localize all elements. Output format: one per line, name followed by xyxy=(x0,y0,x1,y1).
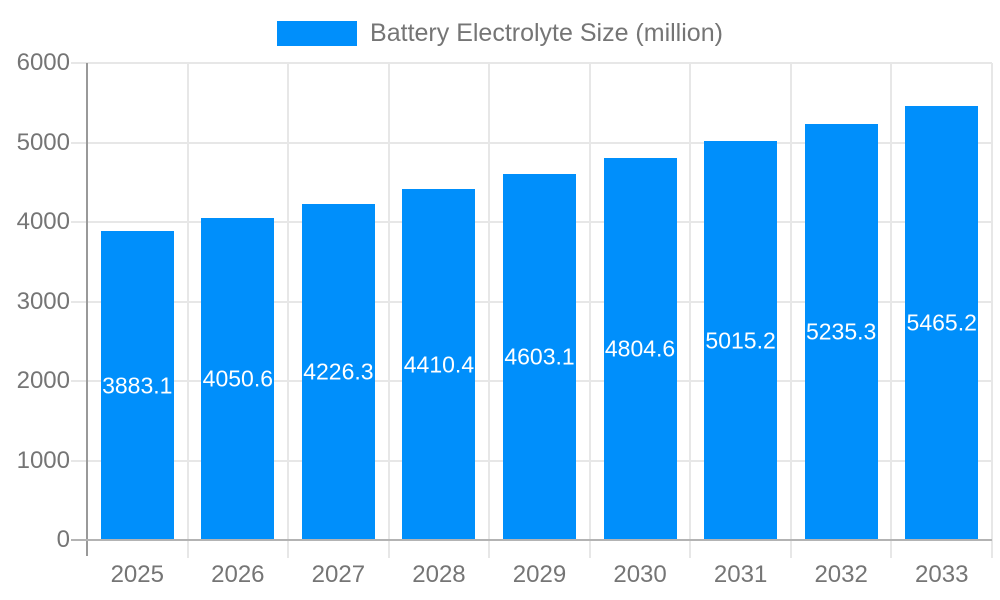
x-axis-tick-label: 2032 xyxy=(814,561,868,588)
x-gridline xyxy=(488,63,491,558)
bar-value-label: 5465.2 xyxy=(906,309,977,336)
y-gridline xyxy=(71,141,992,144)
bar[interactable] xyxy=(201,217,275,540)
chart-legend[interactable]: Battery Electrolyte Size (million) xyxy=(0,18,1000,48)
x-axis-tick-label: 2026 xyxy=(211,561,265,588)
bar[interactable] xyxy=(503,174,576,540)
x-gridline xyxy=(789,63,792,558)
bar[interactable] xyxy=(603,158,677,540)
x-axis-tick-label: 2028 xyxy=(412,561,466,588)
y-gridline xyxy=(71,62,992,64)
bar-value-label: 4603.1 xyxy=(504,343,575,370)
x-axis-line xyxy=(71,539,992,541)
bar-value-label: 4050.6 xyxy=(202,365,274,392)
bar[interactable] xyxy=(301,204,375,540)
x-axis-tick-label: 2030 xyxy=(613,561,667,588)
y-axis-tick-label: 0 xyxy=(56,526,70,553)
bar[interactable] xyxy=(704,141,778,540)
bar-value-label: 4226.3 xyxy=(303,358,374,385)
x-axis-tick-label: 2025 xyxy=(110,561,164,588)
bar[interactable] xyxy=(100,231,174,540)
x-axis-tick-label: 2027 xyxy=(311,561,366,588)
y-axis-tick-label: 5000 xyxy=(16,128,70,156)
y-axis-tick-label: 2000 xyxy=(16,367,70,394)
bar-value-label: 5015.2 xyxy=(705,327,776,354)
y-axis-line xyxy=(86,63,88,556)
x-gridline xyxy=(689,63,692,558)
x-gridline xyxy=(186,63,189,558)
bar-value-label: 4410.4 xyxy=(403,351,475,378)
bar-value-label: 3883.1 xyxy=(102,372,173,399)
x-gridline xyxy=(387,63,390,558)
x-gridline xyxy=(287,63,290,558)
y-axis-tick-label: 3000 xyxy=(16,287,70,315)
x-gridline xyxy=(890,63,893,558)
bar[interactable] xyxy=(402,189,476,540)
bar-value-label: 5235.3 xyxy=(805,318,877,345)
bar[interactable] xyxy=(905,105,979,540)
x-axis-tick-label: 2031 xyxy=(713,561,768,588)
y-axis-tick-label: 6000 xyxy=(16,49,70,76)
x-gridline xyxy=(991,63,993,558)
legend-series-label[interactable]: Battery Electrolyte Size (million) xyxy=(370,18,723,47)
x-axis-tick-label: 2029 xyxy=(512,561,567,588)
x-gridline xyxy=(588,63,591,558)
y-axis-tick-label: 1000 xyxy=(16,446,70,474)
legend-swatch[interactable] xyxy=(277,20,358,46)
bar-value-label: 4804.6 xyxy=(604,335,676,362)
y-axis-tick-label: 4000 xyxy=(16,208,70,235)
x-axis-tick-label: 2033 xyxy=(915,561,969,588)
bar[interactable] xyxy=(804,123,878,540)
